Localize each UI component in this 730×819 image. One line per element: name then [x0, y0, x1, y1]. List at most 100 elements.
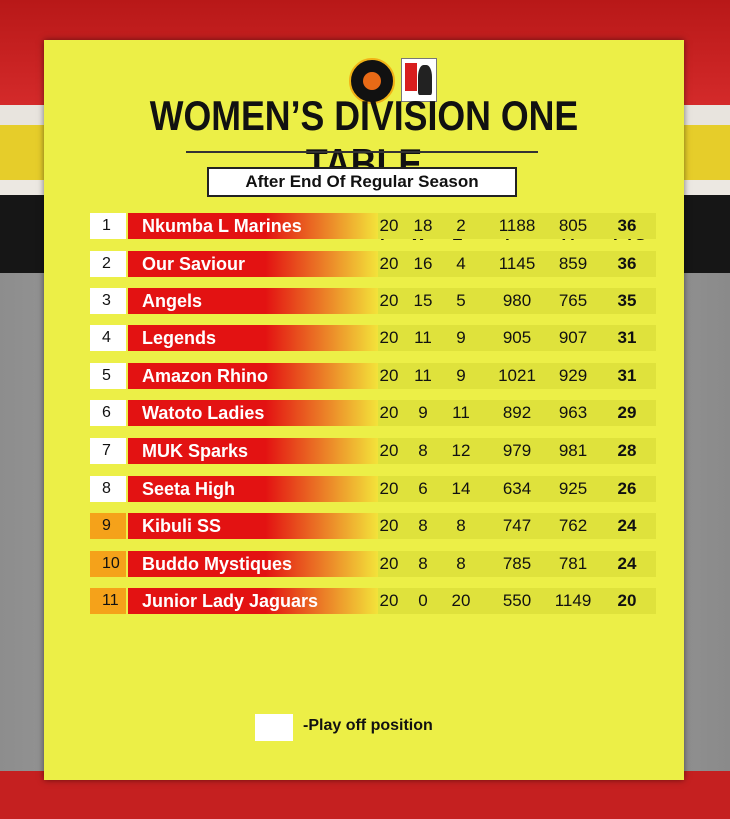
rank-cell: 9: [90, 513, 126, 539]
cell-l: 2: [456, 216, 466, 235]
team-name: Watoto Ladies: [128, 400, 378, 426]
league-logo-icon: [349, 58, 395, 104]
team-name: Kibuli SS: [128, 513, 378, 539]
rank-cell: 1: [90, 213, 126, 239]
cell-a: 929: [558, 366, 588, 385]
title-divider: [186, 151, 538, 153]
cell-l: 14: [451, 479, 471, 498]
cell-w: 16: [413, 254, 433, 273]
legend-label: -Play off position: [303, 717, 433, 734]
stats-background: [378, 476, 656, 502]
cell-p: 20: [379, 254, 399, 273]
cell-p: 20: [379, 516, 399, 535]
cell-f: 980: [502, 291, 532, 310]
cell-p: 20: [379, 479, 399, 498]
cell-pts: 36: [617, 216, 637, 235]
rank-cell: 4: [90, 325, 126, 351]
cell-l: 8: [456, 516, 466, 535]
table-row: 8 Seeta High 20 6 14 634 925 26: [44, 476, 656, 502]
table-row: 9 Kibuli SS 20 8 8 747 762 24: [44, 513, 656, 539]
cell-pts: 31: [617, 328, 637, 347]
cell-p: 20: [379, 591, 399, 610]
team-name: MUK Sparks: [128, 438, 378, 464]
cell-a: 762: [558, 516, 588, 535]
stats-background: [378, 251, 656, 277]
cell-f: 905: [502, 328, 532, 347]
cell-f: 634: [502, 479, 532, 498]
cell-pts: 26: [617, 479, 637, 498]
stats-background: [378, 513, 656, 539]
cell-a: 765: [558, 291, 588, 310]
cell-p: 20: [379, 291, 399, 310]
rank-cell: 3: [90, 288, 126, 314]
table-row: 10 Buddo Mystiques 20 8 8 785 781 24: [44, 551, 656, 577]
cell-f: 1021: [498, 366, 536, 385]
cell-a: 1149: [554, 591, 592, 610]
fuba-logo-icon: [401, 58, 437, 102]
cell-l: 8: [456, 554, 466, 573]
table-row: 4 Legends 20 11 9 905 907 31: [44, 325, 656, 351]
cell-pts: 36: [617, 254, 637, 273]
cell-f: 1188: [498, 216, 536, 235]
cell-p: 20: [379, 441, 399, 460]
rank-cell: 8: [90, 476, 126, 502]
stats-background: [378, 288, 656, 314]
cell-f: 979: [502, 441, 532, 460]
cell-f: 550: [502, 591, 532, 610]
cell-pts: 24: [617, 554, 637, 573]
cell-l: 9: [456, 328, 466, 347]
cell-p: 20: [379, 216, 399, 235]
cell-w: 8: [418, 441, 428, 460]
cell-l: 4: [456, 254, 466, 273]
team-name: Our Saviour: [128, 251, 378, 277]
table-row: 6 Watoto Ladies 20 9 11 892 963 29: [44, 400, 656, 426]
subtitle: After End Of Regular Season: [207, 167, 517, 197]
cell-w: 6: [418, 479, 428, 498]
cell-w: 8: [418, 516, 428, 535]
rank-cell: 11: [90, 588, 126, 614]
rank-cell: 10: [90, 551, 126, 577]
cell-p: 20: [379, 366, 399, 385]
cell-pts: 28: [617, 441, 637, 460]
stats-background: [378, 551, 656, 577]
table-row: 1 Nkumba L Marines 20 18 2 1188 805 36: [44, 213, 656, 239]
stats-background: [378, 438, 656, 464]
logos: [349, 58, 437, 104]
cell-w: 15: [413, 291, 433, 310]
cell-a: 907: [558, 328, 588, 347]
cell-w: 9: [418, 403, 428, 422]
cell-w: 11: [414, 328, 432, 347]
cell-l: 11: [452, 403, 470, 422]
team-name: Legends: [128, 325, 378, 351]
cell-p: 20: [379, 328, 399, 347]
team-name: Junior Lady Jaguars: [128, 588, 378, 614]
cell-pts: 29: [617, 403, 637, 422]
cell-pts: 20: [617, 591, 637, 610]
cell-a: 859: [558, 254, 588, 273]
cell-pts: 31: [617, 366, 637, 385]
table-row: 2 Our Saviour 20 16 4 1145 859 36: [44, 251, 656, 277]
table-row: 7 MUK Sparks 20 8 12 979 981 28: [44, 438, 656, 464]
team-name: Buddo Mystiques: [128, 551, 378, 577]
cell-a: 963: [558, 403, 588, 422]
legend-swatch: [255, 714, 293, 741]
cell-l: 5: [456, 291, 466, 310]
cell-f: 747: [502, 516, 532, 535]
table-row: 11 Junior Lady Jaguars 20 0 20 550 1149 20: [44, 588, 656, 614]
cell-p: 20: [379, 403, 399, 422]
team-name: Angels: [128, 288, 378, 314]
cell-pts: 24: [617, 516, 637, 535]
cell-f: 892: [502, 403, 532, 422]
cell-pts: 35: [617, 291, 637, 310]
cell-l: 9: [456, 366, 466, 385]
rank-cell: 6: [90, 400, 126, 426]
standings-panel: WOMEN’S DIVISION ONE TABLE After End Of …: [44, 40, 684, 780]
rank-cell: 2: [90, 251, 126, 277]
team-name: Nkumba L Marines: [128, 213, 378, 239]
cell-w: 0: [418, 591, 428, 610]
stats-background: [378, 213, 656, 239]
table-row: 5 Amazon Rhino 20 11 9 1021 929 31: [44, 363, 656, 389]
table-row: 3 Angels 20 15 5 980 765 35: [44, 288, 656, 314]
cell-l: 12: [451, 441, 471, 460]
cell-p: 20: [379, 554, 399, 573]
